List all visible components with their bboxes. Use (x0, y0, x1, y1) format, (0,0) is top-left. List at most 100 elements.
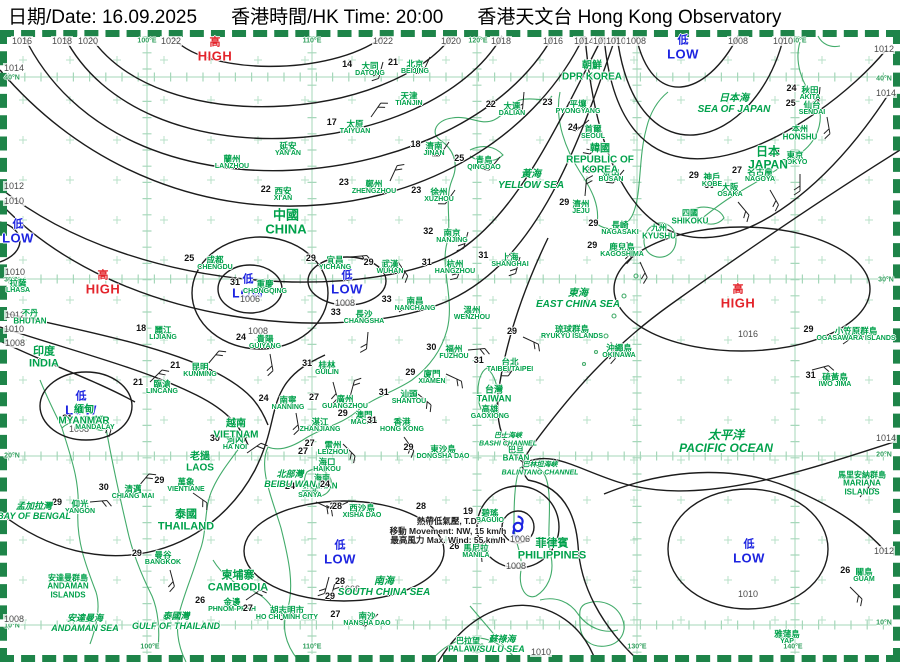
city-name-en: NAGOYA (744, 176, 776, 183)
coast-kyushu (643, 222, 677, 258)
region-name-zh: 馬里安納群島 (838, 470, 886, 480)
pressure-low-marker: 低 LOW (324, 540, 356, 565)
city-name-en: SHANGHAI (491, 261, 529, 268)
wind-barb-glyph (467, 348, 490, 355)
latitude-label: 10°N (876, 620, 892, 627)
isobar-1008-chongqing-low (191, 236, 329, 350)
region-name-en: ANDAMAN ISLANDS (47, 581, 89, 600)
region-label: 老撾 LAOS (186, 452, 214, 474)
coastlines (39, 35, 841, 662)
city-name-en: GUIYANG (248, 343, 282, 350)
isobar-value-label: 1012 (872, 546, 896, 556)
isobar-value-label: 1008 (67, 424, 91, 434)
city-label: 琉球群島 RYUKYU ISLANDS (541, 325, 603, 341)
pressure-label-en: HIGH (720, 294, 756, 310)
station-temperature: 24 (235, 332, 246, 342)
longitude-label: 110°E (303, 644, 322, 651)
wind-barb-glyph (292, 412, 300, 436)
coast-shandong (469, 146, 504, 162)
wind-barb-glyph (584, 175, 594, 197)
isobar-1008-scs-low (243, 500, 445, 602)
city-name-en: MACAO (350, 419, 378, 426)
city-name-en: KUNMING (183, 371, 217, 378)
region-name-zh: 巴拉望 (456, 636, 480, 646)
city-name-en: OKINAWA (602, 352, 636, 359)
wind-barb-glyph (639, 261, 648, 284)
longitude-text: 130°E (627, 643, 647, 651)
station-temperature: 29 (688, 170, 699, 180)
sea-label: 北部灣 BEIBU WAN (264, 469, 316, 490)
isobar-td-east (527, 479, 641, 662)
pressure-label-en: LOW (331, 280, 363, 296)
city-name-en: NANSHA DAO (343, 620, 391, 627)
city-name-zh: 昆明 (191, 362, 209, 372)
isobar-value-label: 1010 (529, 647, 553, 657)
city-label: 延安 YAN'AN (275, 142, 301, 158)
city-name-en: TAIYUAN (339, 128, 371, 135)
wind-barb-glyph (403, 436, 415, 458)
region-name-zh: 泰國 (175, 508, 197, 521)
city-label: 27 雷州 LEIZHOU (305, 439, 349, 457)
city-name-zh: 天津 (400, 91, 418, 101)
city-label: 30 大阪 OSAKA (704, 181, 742, 199)
city-name-en: HONG KONG (380, 426, 424, 433)
sea-name-en: BALINTANG CHANNEL (501, 469, 579, 476)
station-temperature: 29 (131, 548, 142, 558)
isobar-value-label: 1014 (572, 36, 596, 46)
city-label: 21 北京 BEIJING (388, 58, 429, 76)
wind-barb (467, 348, 490, 355)
sea-name-en: ANDAMAN SEA (51, 623, 119, 633)
station-temperature: 31 (473, 355, 484, 365)
pressure-label-en: HIGH (197, 47, 233, 63)
wind-barb-glyph (582, 141, 603, 155)
isobar-value: 1010 (605, 36, 627, 46)
city-name-en: XIAMEN (418, 378, 446, 385)
wind-barb-glyph (266, 353, 274, 377)
city-name-zh: 延安 (279, 141, 297, 151)
observatory-label: 香港天文台 Hong Kong Observatory (477, 6, 782, 28)
station-temperature: 27 (731, 165, 742, 175)
city-label: 27 廣州 GUANGZHOU (309, 393, 368, 411)
city-label: 拉薩 LHASA (6, 279, 30, 295)
coast-palawan (469, 605, 505, 647)
city-label: 28 東京 TOKYO (770, 149, 808, 167)
region-label: 巴旦 BATAN (503, 446, 530, 464)
isobar-1016-pacific-high (613, 226, 871, 352)
wind-barb (450, 261, 464, 281)
pressure-label-zh: 低 (677, 34, 689, 47)
isobar-value: 1018 (51, 36, 73, 46)
longitude-label: 140°E (787, 38, 806, 45)
latitude-label: 20°N (4, 453, 20, 460)
city-name-en: XI'AN (273, 195, 293, 202)
isobar-value: 1010 (3, 324, 25, 334)
wind-barb (370, 102, 388, 118)
region-name-zh: 海南 (313, 473, 330, 483)
longitude-label: 130°E (627, 644, 646, 651)
city-name-en: HAIKOU (313, 466, 341, 473)
wind-barb (326, 501, 349, 510)
longitude-text: 100°E (137, 37, 157, 45)
city-name-zh: 硫黃島 (822, 372, 848, 382)
coast-ryukyu-island (603, 333, 609, 339)
city-name-en: MANILA (462, 552, 490, 559)
city-name-en: BUSAN (598, 176, 624, 183)
isobar-value-label: 1006 (508, 534, 532, 544)
station-temperature: 23 (542, 97, 553, 107)
sea-name-zh: 日本海 (718, 93, 749, 104)
station-temperature: 29 (305, 253, 316, 263)
wind-barb-glyph (342, 443, 356, 464)
city-name-zh: 鄭州 (365, 179, 383, 189)
region-name-en: THAILAND (157, 520, 215, 532)
city-name-zh: 台北 (501, 357, 519, 367)
city-label: 22 西安 XI'AN (261, 185, 293, 203)
station-temperature: 29 (559, 197, 570, 207)
pressure-label-zh: 低 (743, 538, 755, 551)
tropical-info-line: 移動 Movement: NW, 15 km/h (389, 525, 507, 536)
isobar-1022 (171, 35, 385, 68)
region-label: 菲律賓 PHILIPPINES (518, 538, 586, 561)
pressure-low-marker: 低 LOW (331, 270, 363, 295)
city-label: 29 小笠原群島 OGASAWARA ISLANDS (803, 325, 895, 343)
city-name-zh: 仰光 (71, 499, 89, 509)
isobar-value: 1012 (4, 310, 26, 320)
isobar-value: 1008 (4, 338, 26, 348)
